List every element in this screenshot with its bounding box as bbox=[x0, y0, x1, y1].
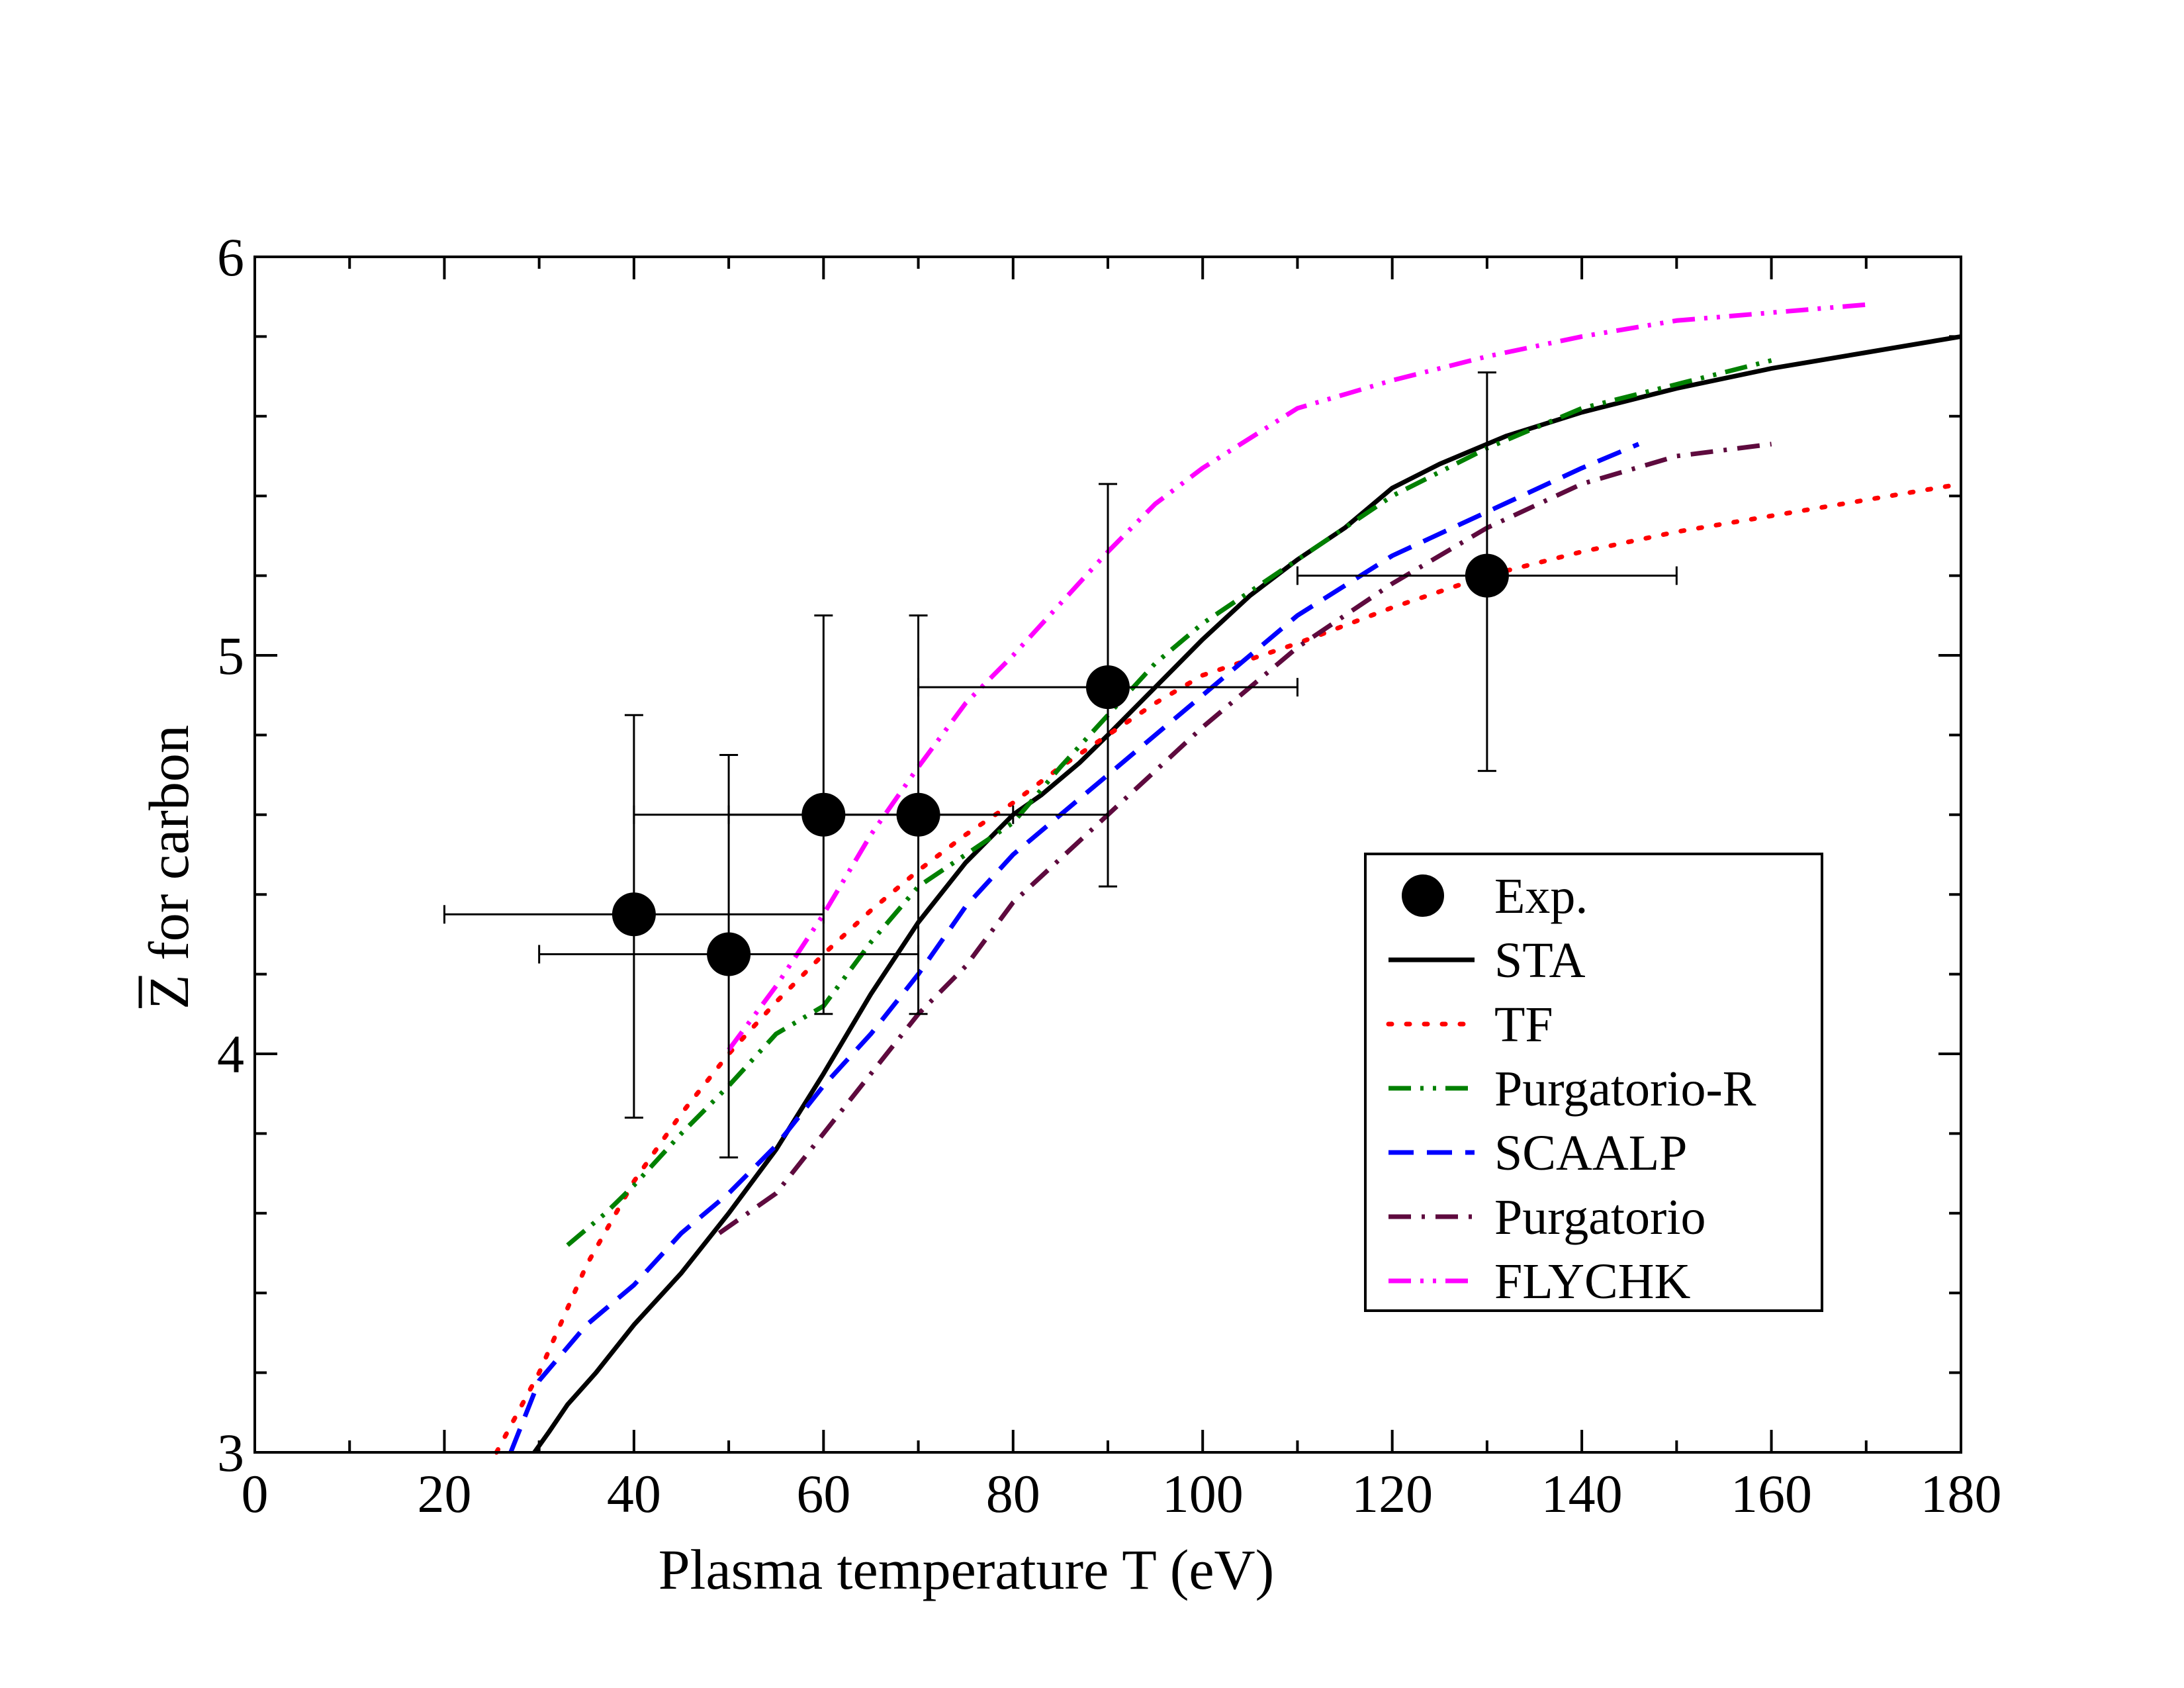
x-tick-label: 80 bbox=[986, 1464, 1040, 1524]
legend-label-flychk: FLYCHK bbox=[1494, 1254, 1691, 1309]
experiment-point bbox=[707, 932, 751, 976]
experiment-point-group bbox=[1296, 371, 1678, 773]
x-tick-label: 40 bbox=[607, 1464, 661, 1524]
experiment-point bbox=[896, 792, 940, 837]
x-tick-label: 120 bbox=[1351, 1464, 1433, 1524]
y-tick-label: 3 bbox=[217, 1423, 244, 1483]
svg-text:Z for carbon: Z for carbon bbox=[137, 725, 201, 1009]
experiment-point-group bbox=[727, 614, 1109, 1015]
legend: Exp. STA TF Purgatorio-R SCAALP Purgatorio FLY… bbox=[1364, 853, 1823, 1312]
y-tick-label: 6 bbox=[217, 227, 244, 287]
experiment-point bbox=[1086, 665, 1130, 710]
y-axis-title-overbar-symbol: Z bbox=[137, 974, 201, 1009]
x-tick-label: 0 bbox=[242, 1464, 269, 1524]
legend-label-tf: TF bbox=[1494, 997, 1553, 1053]
tick-label-layer: 0 20 40 60 80 100 120 140 160 180 3 4 5 6 bbox=[217, 227, 2002, 1524]
series-line-flychk bbox=[727, 302, 1867, 1052]
y-tick-label: 4 bbox=[217, 1024, 244, 1084]
legend-label-sta: STA bbox=[1494, 933, 1586, 988]
legend-box bbox=[1364, 853, 1823, 1312]
x-tick-label: 160 bbox=[1731, 1464, 1812, 1524]
legend-marker-exp bbox=[1402, 874, 1444, 917]
series-line-sta bbox=[532, 334, 1962, 1454]
legend-label-purgatorio-r: Purgatorio-R bbox=[1494, 1061, 1756, 1117]
x-axis-title: Plasma temperature T (eV) bbox=[659, 1538, 1275, 1601]
x-tick-label: 140 bbox=[1541, 1464, 1623, 1524]
experiment-point bbox=[1465, 553, 1509, 598]
experiment-point-group bbox=[917, 483, 1298, 888]
legend-entries: Exp. STA TF Purgatorio-R SCAALP Purgatorio FLY… bbox=[1386, 868, 1756, 1309]
experiment-point bbox=[612, 892, 656, 937]
x-tick-label: 100 bbox=[1162, 1464, 1244, 1524]
legend-label-exp: Exp. bbox=[1494, 868, 1588, 924]
legend-label-scaalp: SCAALP bbox=[1494, 1125, 1687, 1181]
series-line-purgatorio-r bbox=[566, 358, 1772, 1247]
x-tick-label: 60 bbox=[796, 1464, 850, 1524]
y-axis-title: Z for carbon bbox=[137, 725, 201, 1009]
y-tick-label: 5 bbox=[217, 626, 244, 686]
x-tick-label: 180 bbox=[1921, 1464, 2002, 1524]
tick-layer bbox=[253, 256, 1962, 1454]
x-tick-label: 20 bbox=[417, 1464, 471, 1524]
y-axis-title-text: for carbon bbox=[137, 725, 201, 974]
experiment-layer bbox=[443, 371, 1678, 1159]
legend-label-purgatorio: Purgatorio bbox=[1494, 1190, 1706, 1245]
experiment-point-group bbox=[443, 714, 825, 1119]
